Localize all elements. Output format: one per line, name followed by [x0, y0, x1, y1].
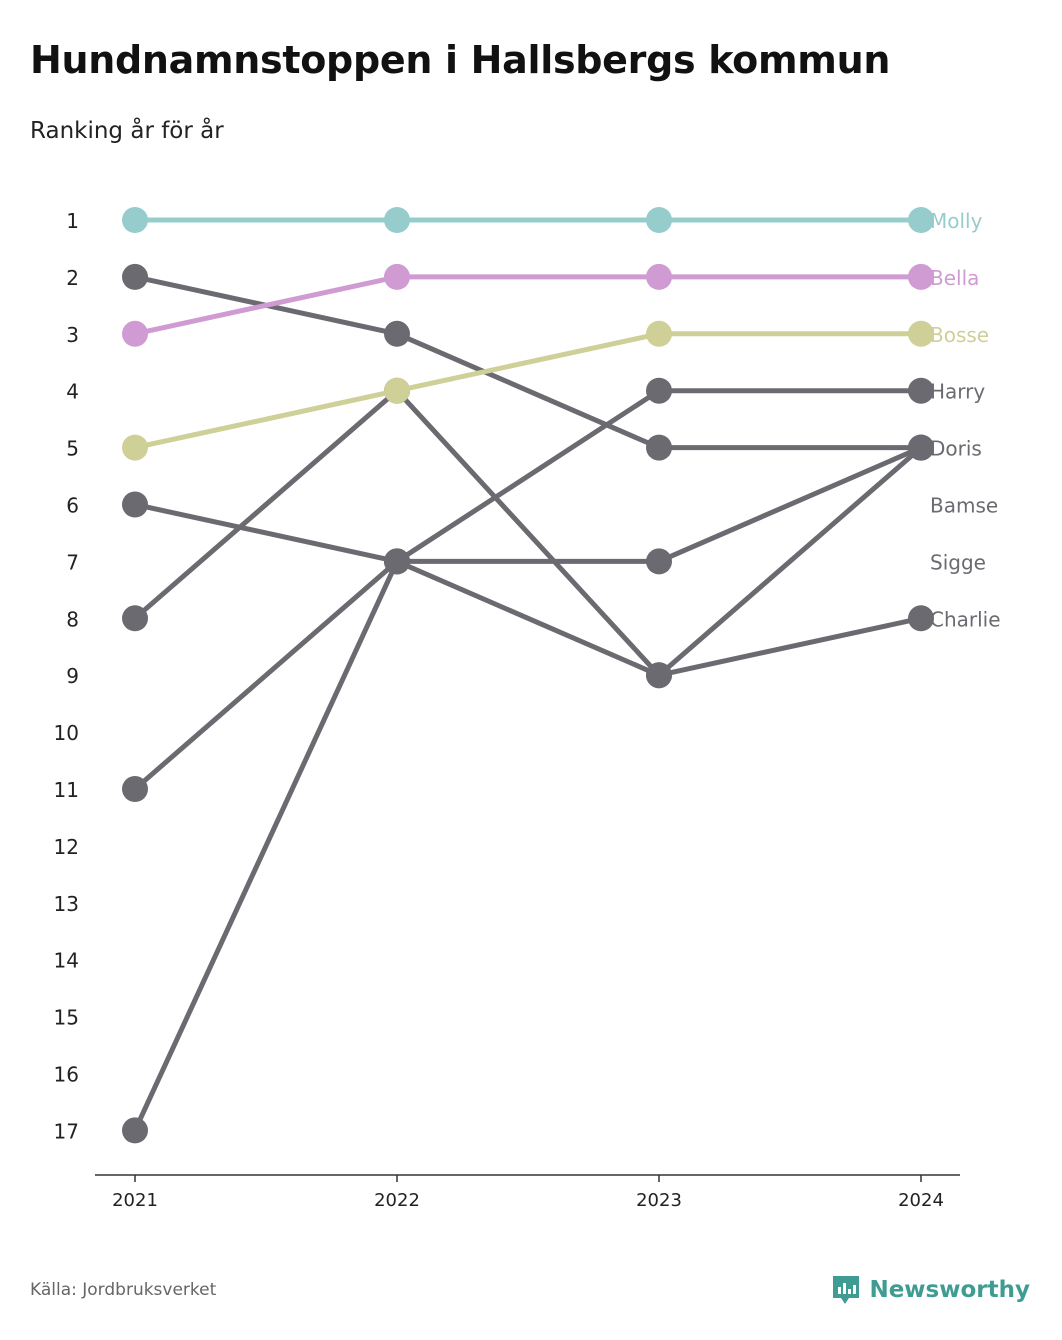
- y-tick-label: 7: [66, 550, 79, 574]
- y-tick-label: 2: [66, 266, 79, 290]
- data-point: [384, 207, 410, 233]
- data-point: [908, 207, 934, 233]
- y-tick-label: 15: [54, 1006, 79, 1030]
- series-molly: [122, 207, 934, 233]
- y-tick-label: 9: [66, 664, 79, 688]
- series-label: Sigge: [930, 550, 986, 574]
- data-point: [122, 1117, 148, 1144]
- x-tick-label: 2022: [374, 1190, 420, 1211]
- data-point: [908, 377, 934, 404]
- series-label: Bosse: [930, 323, 989, 347]
- series-harry: [122, 377, 934, 802]
- series-line: [132, 274, 924, 337]
- data-point: [122, 207, 148, 233]
- data-point: [384, 320, 410, 347]
- source-note: Källa: Jordbruksverket: [30, 1280, 217, 1300]
- y-tick-label: 4: [66, 380, 79, 404]
- data-point: [646, 320, 672, 347]
- series-label: Molly: [930, 209, 983, 233]
- data-point: [646, 207, 672, 233]
- data-point: [122, 320, 148, 347]
- series-line: [132, 388, 924, 792]
- chart-subtitle: Ranking år för år: [30, 118, 224, 144]
- y-tick-label: 6: [66, 494, 79, 518]
- series-charlie: [122, 548, 934, 1144]
- data-point: [384, 377, 410, 404]
- series-bamse: [122, 434, 934, 575]
- series-label: Charlie: [930, 607, 1001, 631]
- data-point: [646, 434, 672, 461]
- data-point: [646, 263, 672, 290]
- series-bella: [122, 263, 934, 347]
- brand-name: Newsworthy: [869, 1277, 1030, 1303]
- data-point: [646, 548, 672, 575]
- chart-title: Hundnamnstoppen i Hallsbergs kommun: [30, 38, 891, 82]
- series-line: [132, 331, 924, 451]
- y-tick-label: 14: [54, 949, 79, 973]
- data-point: [908, 434, 934, 461]
- x-tick-label: 2024: [898, 1190, 944, 1211]
- y-tick-label: 3: [66, 323, 79, 347]
- y-tick-label: 5: [66, 437, 79, 461]
- newsworthy-logo-icon: [833, 1276, 860, 1304]
- x-tick-label: 2023: [636, 1190, 682, 1211]
- data-point: [908, 263, 934, 290]
- data-point: [908, 605, 934, 632]
- data-point: [122, 491, 148, 518]
- x-tick-label: 2021: [112, 1190, 158, 1211]
- data-point: [122, 434, 148, 461]
- series-label: Harry: [930, 380, 985, 404]
- series-line: [132, 558, 924, 1133]
- brand-logo[interactable]: Newsworthy: [831, 1274, 1030, 1306]
- y-tick-label: 11: [54, 778, 79, 802]
- data-point: [646, 662, 672, 689]
- data-point: [384, 263, 410, 290]
- series-label: Bella: [930, 266, 979, 290]
- data-point: [646, 377, 672, 404]
- data-point: [908, 320, 934, 347]
- y-tick-label: 1: [66, 209, 79, 233]
- y-tick-label: 17: [54, 1119, 79, 1143]
- series-bosse: [122, 320, 934, 461]
- data-point: [384, 548, 410, 575]
- y-tick-label: 8: [66, 607, 79, 631]
- y-tick-label: 13: [54, 892, 79, 916]
- series-label: Doris: [930, 437, 982, 461]
- data-point: [122, 605, 148, 632]
- y-tick-label: 12: [54, 835, 79, 859]
- y-tick-label: 10: [54, 721, 79, 745]
- series-line: [132, 445, 924, 564]
- series-line: [132, 388, 924, 678]
- data-point: [122, 776, 148, 802]
- series-label: Bamse: [930, 494, 998, 518]
- data-point: [122, 263, 148, 290]
- y-tick-label: 16: [54, 1063, 79, 1087]
